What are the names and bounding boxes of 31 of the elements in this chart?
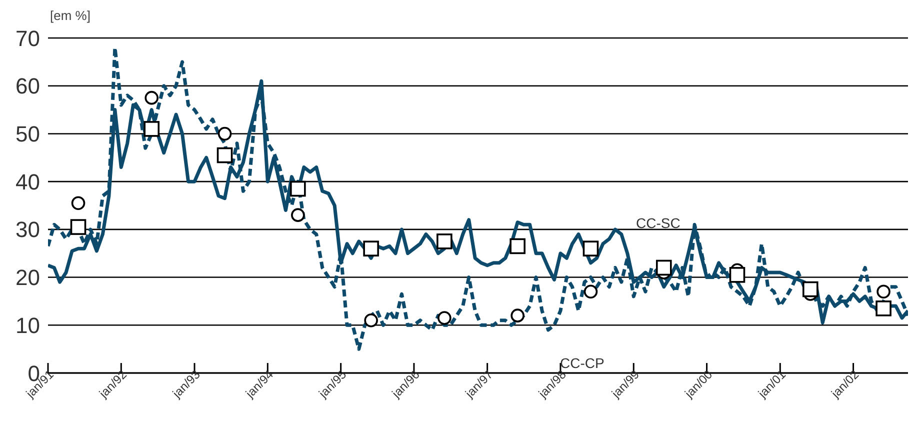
point	[729, 266, 746, 283]
point	[876, 284, 890, 299]
point	[144, 121, 160, 137]
point	[438, 311, 452, 325]
point	[144, 90, 159, 105]
series-label: CC-SC	[636, 215, 680, 231]
point	[656, 260, 672, 276]
point	[70, 219, 86, 235]
point	[363, 240, 379, 256]
point	[510, 238, 526, 254]
point	[436, 233, 452, 250]
point	[71, 196, 86, 210]
point	[364, 313, 378, 328]
point	[510, 308, 524, 322]
point	[876, 300, 892, 316]
y-tick-label: 20	[16, 265, 40, 290]
point	[290, 180, 306, 197]
point	[218, 126, 232, 141]
point	[216, 147, 233, 164]
y-tick-label: 10	[16, 312, 40, 338]
point	[584, 284, 598, 299]
series-label: CC-CP	[560, 355, 604, 371]
y-tick-label: 40	[16, 169, 40, 194]
point	[802, 281, 818, 298]
y-axis-title: [em %]	[50, 8, 90, 23]
point	[582, 240, 599, 256]
y-tick-label: 60	[16, 74, 40, 99]
point	[291, 208, 305, 222]
y-tick-label: 50	[16, 122, 40, 147]
y-tick-label: 30	[16, 217, 40, 242]
y-tick-label: 70	[16, 26, 40, 51]
